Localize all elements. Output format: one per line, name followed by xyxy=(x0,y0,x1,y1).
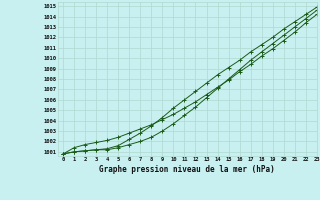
X-axis label: Graphe pression niveau de la mer (hPa): Graphe pression niveau de la mer (hPa) xyxy=(99,165,275,174)
